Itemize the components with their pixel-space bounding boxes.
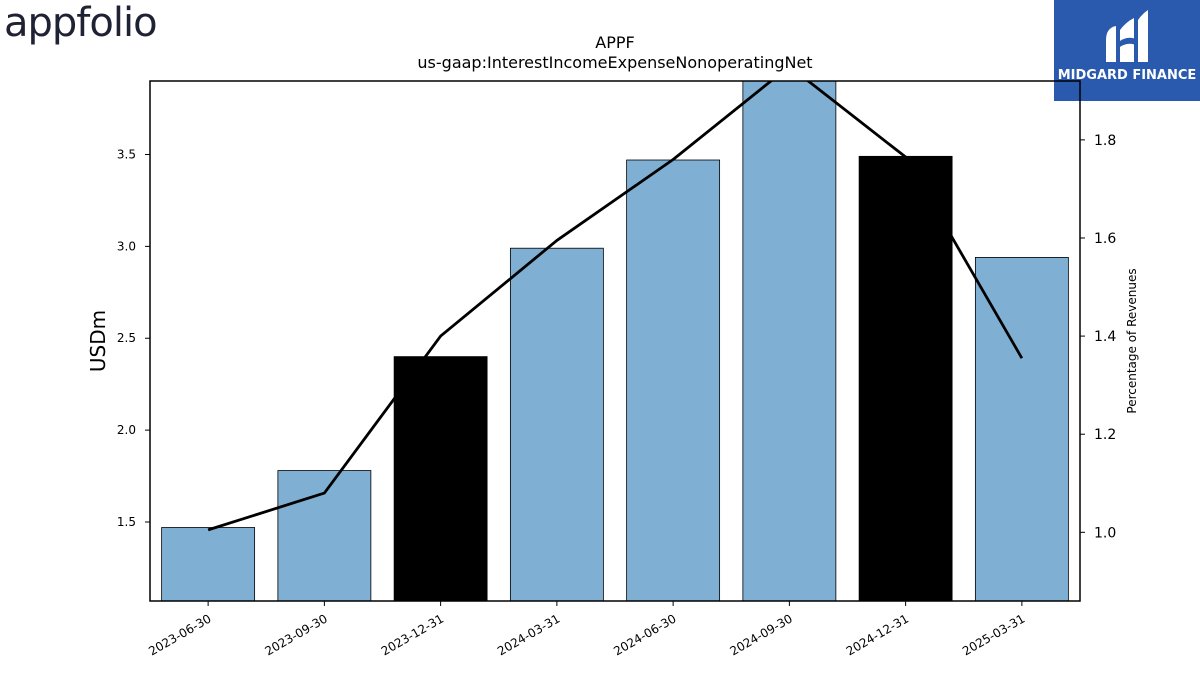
y-tick-label: 2.0 <box>117 423 136 437</box>
y2-axis-label: Percentage of Revenues <box>1125 268 1139 413</box>
bar-2024-09-30 <box>742 81 837 601</box>
appfolio-logo-text: appfolio <box>4 0 158 46</box>
y-tick-label: 2.5 <box>117 331 136 345</box>
percentage-line <box>207 81 1024 532</box>
x-tick-label: 2024-12-31 <box>844 611 911 658</box>
x-tick-label: 2024-09-30 <box>727 611 794 658</box>
chart-title: APPF <box>595 33 634 52</box>
bar-2024-12-31 <box>858 155 953 601</box>
x-axis: 2023-06-30 2023-09-30 2023-12-31 2024-03-31… <box>146 601 1027 658</box>
midgard-finance-emblem-icon <box>1106 10 1148 62</box>
y-axis-right: 1.0 1.2 1.4 1.6 1.8 <box>1080 133 1116 541</box>
y2-tick-label: 1.0 <box>1094 525 1116 541</box>
bar-2024-03-31 <box>509 247 604 601</box>
plot-frame <box>149 80 1081 602</box>
bar-2023-09-30 <box>277 470 372 601</box>
y2-tick-label: 1.4 <box>1094 329 1116 345</box>
x-tick-label: 2023-09-30 <box>262 611 329 658</box>
y2-tick-label: 1.6 <box>1094 231 1116 247</box>
x-tick-label: 2024-06-30 <box>611 611 678 658</box>
y-tick-label: 3.5 <box>117 147 136 161</box>
x-tick-label: 2023-06-30 <box>146 611 213 658</box>
midgard-finance-logo: MIDGARD FINANCE <box>1054 0 1200 101</box>
bar-2023-06-30 <box>161 527 256 601</box>
x-tick-label: 2025-03-31 <box>960 611 1027 658</box>
bar-series <box>161 81 1069 601</box>
y2-tick-label: 1.8 <box>1094 133 1116 149</box>
y-tick-label: 1.5 <box>117 515 136 529</box>
bar-2025-03-31 <box>974 256 1069 601</box>
bar-2024-06-30 <box>626 159 721 601</box>
appfolio-logo: appfolio <box>4 0 158 46</box>
y-axis-left: 1.5 2.0 2.5 3.0 3.5 <box>117 147 150 529</box>
chart-subtitle: us-gaap:InterestIncomeExpenseNonoperatin… <box>417 53 812 72</box>
y-axis-label: USDm <box>86 310 110 372</box>
x-tick-label: 2024-03-31 <box>495 611 562 658</box>
x-tick-label: 2023-12-31 <box>379 611 446 658</box>
y-tick-label: 3.0 <box>117 239 136 253</box>
line-series <box>207 81 1024 532</box>
bar-2023-12-31 <box>393 356 488 601</box>
midgard-finance-logo-text: MIDGARD FINANCE <box>1057 68 1197 83</box>
y2-tick-label: 1.2 <box>1094 427 1116 443</box>
